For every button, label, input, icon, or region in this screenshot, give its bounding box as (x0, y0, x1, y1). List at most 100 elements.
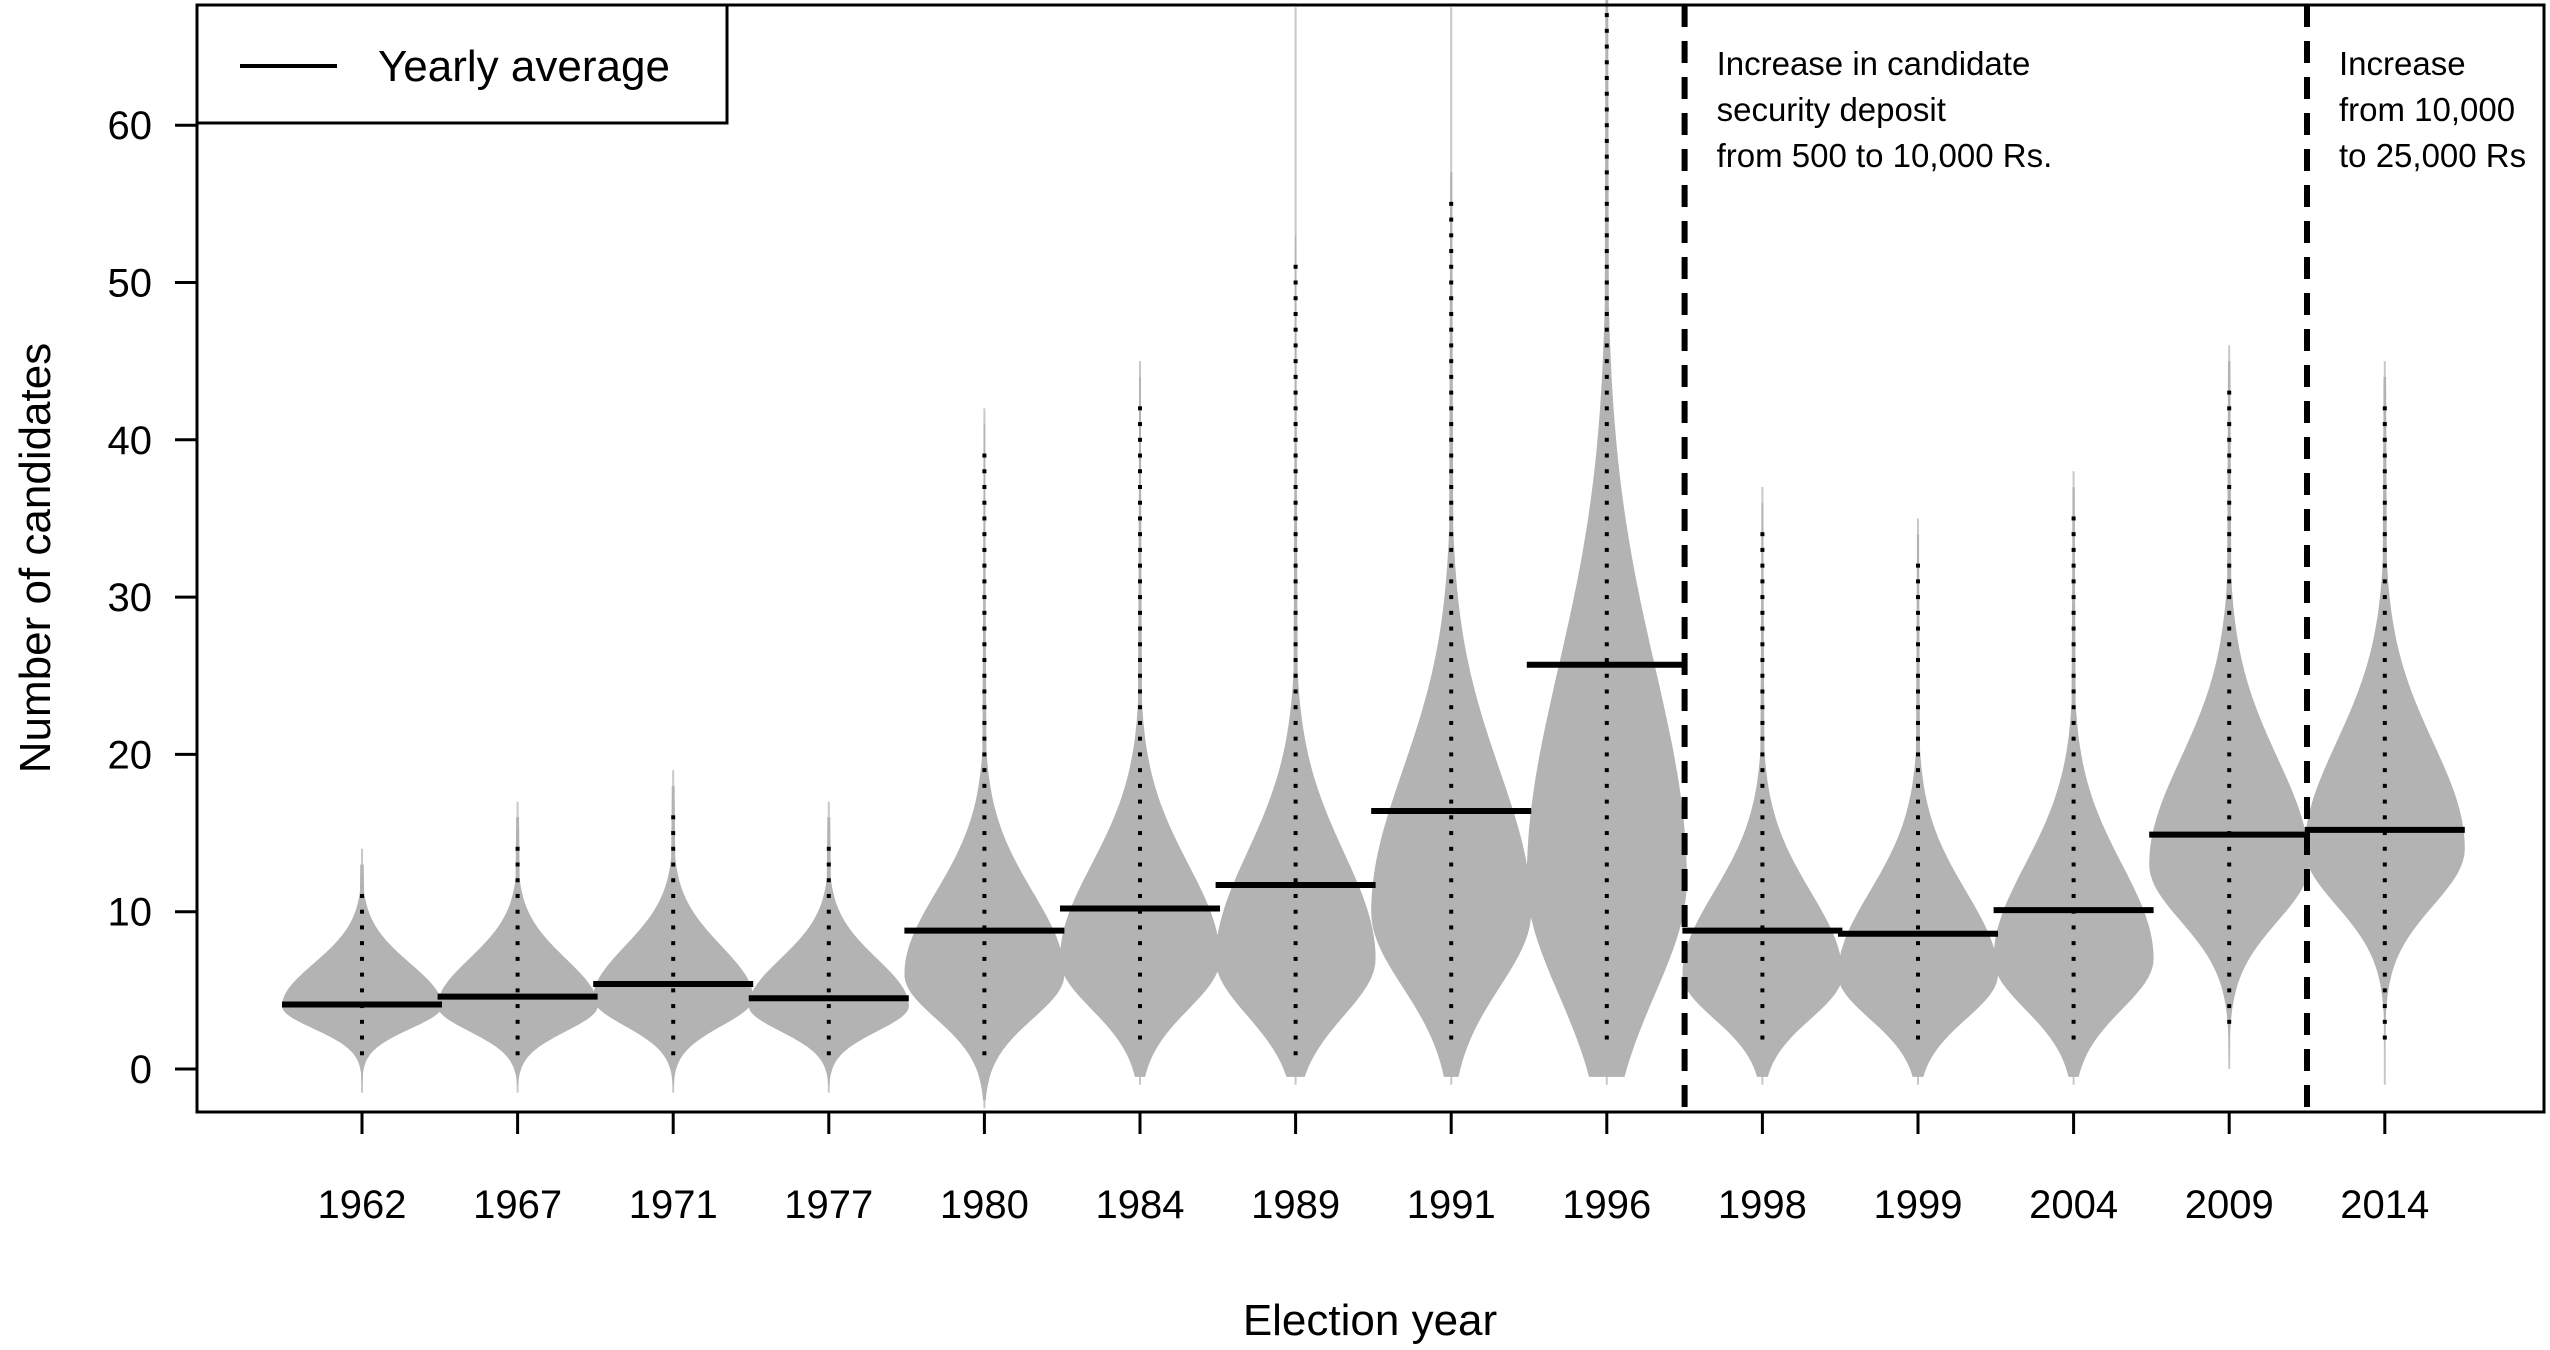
data-point (1604, 1019, 1609, 1024)
data-point (1760, 1004, 1765, 1009)
violin-shape (1526, 0, 1687, 1077)
data-point (1604, 768, 1609, 773)
data-point (671, 893, 676, 898)
data-point (1916, 563, 1920, 568)
data-point (2382, 909, 2387, 914)
data-point (2227, 736, 2232, 741)
data-point (2382, 878, 2387, 883)
y-axis-title: Number of candidates (11, 343, 60, 773)
data-point (1449, 1035, 1454, 1040)
data-point (1293, 610, 1298, 615)
data-point (1916, 815, 1920, 820)
data-point (2227, 406, 2232, 411)
data-point (1138, 925, 1142, 930)
data-point (826, 893, 831, 898)
data-point (826, 941, 831, 946)
data-point (1138, 783, 1142, 788)
data-point (2071, 595, 2076, 600)
y-tick-label: 30 (108, 576, 153, 620)
data-point (1916, 783, 1920, 788)
data-point (982, 532, 987, 537)
data-point (1449, 437, 1454, 442)
violin-shape (1215, 235, 1376, 1077)
data-point (1449, 941, 1454, 946)
data-point (1604, 484, 1609, 489)
data-point (2382, 610, 2387, 615)
data-point (2071, 768, 2076, 773)
data-point (1449, 390, 1454, 395)
data-point (1449, 815, 1454, 820)
violin-shape (748, 817, 909, 1085)
data-point (1293, 1004, 1298, 1009)
data-point (1449, 799, 1454, 804)
data-point (1604, 28, 1609, 33)
data-point (1138, 1004, 1142, 1009)
data-point (2382, 752, 2387, 757)
data-point (1449, 406, 1454, 411)
data-point (1449, 563, 1454, 568)
data-point (1138, 579, 1142, 584)
data-point (982, 658, 987, 663)
data-point (982, 595, 987, 600)
data-point (360, 909, 364, 914)
data-point (671, 862, 676, 867)
data-point (982, 956, 987, 961)
data-point (1449, 893, 1454, 898)
x-tick-label: 2004 (2029, 1183, 2118, 1227)
data-point (360, 972, 364, 977)
x-tick-label: 1984 (1096, 1183, 1185, 1227)
reference-annotation-line: to 25,000 Rs (2339, 137, 2526, 174)
data-point (1449, 972, 1454, 977)
data-point (671, 988, 676, 993)
data-point (1916, 705, 1920, 710)
data-point (2382, 941, 2387, 946)
data-point (1293, 343, 1298, 348)
data-point (2382, 720, 2387, 725)
data-point (2227, 720, 2232, 725)
data-point (826, 1004, 831, 1009)
data-point (2071, 673, 2076, 678)
data-point (982, 831, 987, 836)
data-point (1293, 453, 1298, 458)
data-point (1604, 909, 1609, 914)
data-point (1760, 941, 1765, 946)
data-point (2071, 563, 2076, 568)
violin-1967 (437, 801, 598, 1093)
data-point (1604, 233, 1609, 238)
violin-shape (2304, 376, 2465, 1077)
data-point (1138, 689, 1142, 694)
data-point (1449, 516, 1454, 521)
data-point (2382, 972, 2387, 977)
data-point (1293, 768, 1298, 773)
data-point (982, 925, 987, 930)
x-axis-title: Election year (1243, 1296, 1497, 1345)
data-point (2227, 956, 2232, 961)
data-point (1760, 547, 1765, 552)
data-point (2071, 658, 2076, 663)
x-tick-label: 1977 (784, 1183, 873, 1227)
data-point (2227, 768, 2232, 773)
data-point (1449, 956, 1454, 961)
data-point (1604, 799, 1609, 804)
data-point (1916, 673, 1920, 678)
data-point (1916, 972, 1920, 977)
data-point (2382, 846, 2387, 851)
data-point (671, 878, 676, 883)
data-point (671, 815, 676, 820)
data-point (982, 736, 987, 741)
data-point (1604, 469, 1609, 474)
data-point (1293, 422, 1298, 427)
data-point (1604, 972, 1609, 977)
violin-2014 (2304, 361, 2465, 1085)
data-point (2071, 831, 2076, 836)
data-point (2382, 956, 2387, 961)
data-point (2071, 783, 2076, 788)
data-point (1916, 1004, 1920, 1009)
data-point (1138, 972, 1142, 977)
data-point (2071, 720, 2076, 725)
data-point (1138, 547, 1142, 552)
data-point (1449, 484, 1454, 489)
data-point (1916, 941, 1920, 946)
data-point (982, 484, 987, 489)
data-point (1916, 736, 1920, 741)
